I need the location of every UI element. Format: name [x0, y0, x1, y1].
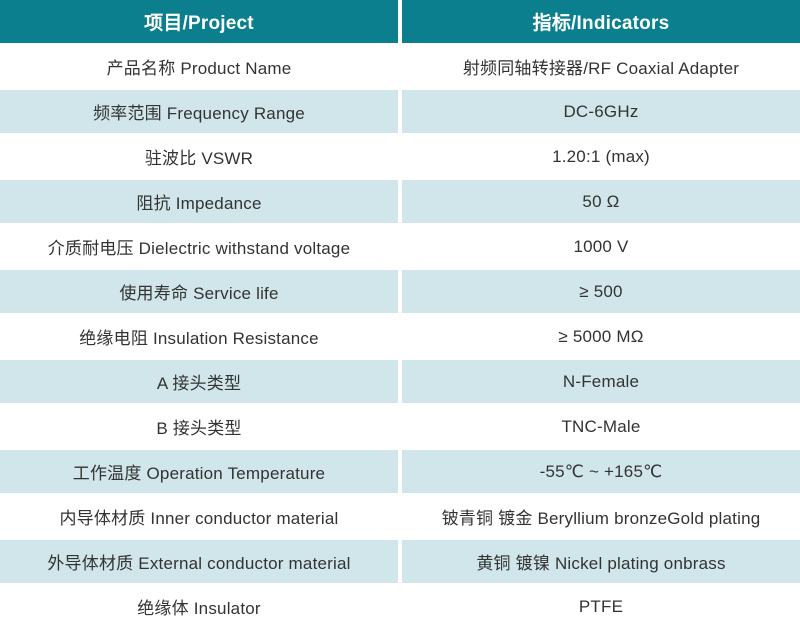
project-cell: 工作温度 Operation Temperature — [0, 450, 398, 493]
indicator-cell: PTFE — [578, 596, 624, 616]
indicator-cell: 射频同轴转接器/RF Coaxial Adapter — [462, 59, 740, 78]
indicator-cell: DC-6GHz — [402, 90, 800, 133]
project-cell: 阻抗 Impedance — [0, 180, 398, 223]
column-header-project: 项目/Project — [0, 0, 398, 43]
project-cell: 绝缘体 Insulator — [137, 599, 261, 618]
indicator-cell: 50 Ω — [402, 180, 800, 223]
project-cell: 使用寿命 Service life — [0, 270, 398, 313]
project-cell: 频率范围 Frequency Range — [0, 90, 398, 133]
table-row: 频率范围 Frequency Range DC-6GHz — [0, 90, 800, 135]
project-cell: B 接头类型 — [156, 419, 242, 438]
project-cell: 绝缘电阻 Insulation Resistance — [79, 329, 319, 348]
table-header-row: 项目/Project 指标/Indicators — [0, 0, 800, 45]
column-header-indicators: 指标/Indicators — [402, 0, 800, 43]
table-row: A 接头类型 N-Female — [0, 360, 800, 405]
indicator-cell: ≥ 5000 MΩ — [558, 326, 644, 346]
indicator-cell: 黄铜 镀镍 Nickel plating onbrass — [402, 540, 800, 583]
table-row: 介质耐电压 Dielectric withstand voltage 1000 … — [0, 225, 800, 270]
indicator-cell: 1000 V — [573, 236, 629, 256]
project-cell: 驻波比 VSWR — [144, 149, 254, 168]
indicator-cell: TNC-Male — [561, 416, 641, 436]
table-row: B 接头类型 TNC-Male — [0, 405, 800, 450]
project-cell: 介质耐电压 Dielectric withstand voltage — [47, 239, 351, 258]
table-row: 内导体材质 Inner conductor material 铍青铜 镀金 Be… — [0, 495, 800, 540]
project-cell: 外导体材质 External conductor material — [0, 540, 398, 583]
indicator-cell: -55℃ ~ +165℃ — [402, 450, 800, 493]
project-cell: 内导体材质 Inner conductor material — [59, 509, 339, 528]
table-row: 外导体材质 External conductor material 黄铜 镀镍 … — [0, 540, 800, 585]
table-row: 产品名称 Product Name 射频同轴转接器/RF Coaxial Ada… — [0, 45, 800, 90]
table-row: 工作温度 Operation Temperature -55℃ ~ +165℃ — [0, 450, 800, 495]
table-row: 驻波比 VSWR 1.20:1 (max) — [0, 135, 800, 180]
project-cell: A 接头类型 — [0, 360, 398, 403]
table-row: 使用寿命 Service life ≥ 500 — [0, 270, 800, 315]
indicator-cell: 1.20:1 (max) — [552, 146, 650, 166]
table-body: 产品名称 Product Name 射频同轴转接器/RF Coaxial Ada… — [0, 45, 800, 630]
indicator-cell: N-Female — [402, 360, 800, 403]
table-row: 阻抗 Impedance 50 Ω — [0, 180, 800, 225]
indicator-cell: ≥ 500 — [402, 270, 800, 313]
table-row: 绝缘体 Insulator PTFE — [0, 585, 800, 630]
project-cell: 产品名称 Product Name — [106, 59, 292, 78]
indicator-cell: 铍青铜 镀金 Beryllium bronzeGold plating — [441, 509, 761, 528]
table-row: 绝缘电阻 Insulation Resistance ≥ 5000 MΩ — [0, 315, 800, 360]
